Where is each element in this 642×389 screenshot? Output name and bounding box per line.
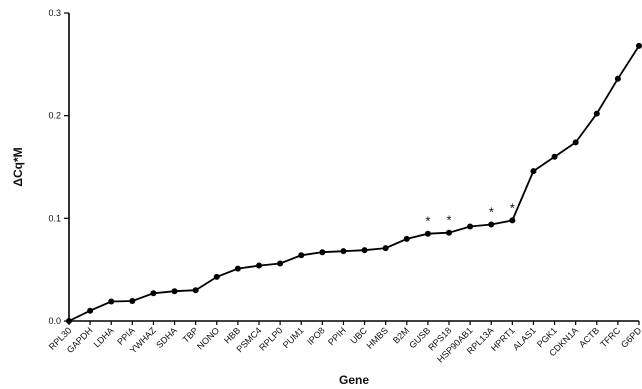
data-point xyxy=(87,307,94,314)
data-point xyxy=(129,297,136,304)
data-point xyxy=(277,260,284,267)
significance-star: * xyxy=(446,213,451,228)
x-axis-title: Gene xyxy=(339,373,369,387)
x-tick-label: LDHA xyxy=(92,325,116,349)
y-axis-ticks: 0.0 0.1 0.2 0.3 xyxy=(48,8,69,326)
data-point xyxy=(530,168,537,175)
x-tick-label: RPLP0 xyxy=(257,325,284,352)
data-point xyxy=(382,245,389,252)
series-line xyxy=(68,45,640,322)
x-tick-label: ALAS1 xyxy=(511,325,538,352)
data-point xyxy=(108,298,115,305)
data-point xyxy=(614,75,621,82)
significance-star: * xyxy=(489,204,494,219)
x-tick-label: ACTB xyxy=(577,325,601,349)
significance-star: * xyxy=(510,200,515,215)
data-point xyxy=(593,110,600,117)
data-point xyxy=(424,230,431,237)
data-point xyxy=(319,249,326,256)
x-tick-label: SDHA xyxy=(154,325,179,350)
data-point xyxy=(572,139,579,146)
data-point xyxy=(446,229,452,236)
y-tick-label: 0.2 xyxy=(48,111,61,121)
x-tick-label: NONO xyxy=(195,325,221,351)
data-point xyxy=(361,247,368,254)
x-tick-label: PPIH xyxy=(326,325,348,347)
data-point xyxy=(551,153,558,160)
y-tick-label: 0.3 xyxy=(48,8,61,18)
data-point xyxy=(213,273,220,280)
data-point xyxy=(66,318,72,324)
data-point xyxy=(192,287,199,294)
x-tick-label: PUM1 xyxy=(281,325,306,350)
data-point xyxy=(340,248,347,255)
x-tick-label: IPO8 xyxy=(305,325,327,347)
data-point xyxy=(467,223,474,230)
data-point xyxy=(256,262,262,269)
data-points xyxy=(66,42,642,324)
data-point xyxy=(636,42,642,49)
y-axis-title: ΔCq*M xyxy=(11,147,25,186)
significance-star: * xyxy=(425,214,430,229)
data-point xyxy=(234,265,241,272)
x-tick-label: HMBS xyxy=(365,325,390,350)
y-tick-label: 0.1 xyxy=(48,213,61,223)
data-point xyxy=(509,217,516,224)
data-point xyxy=(403,235,410,242)
data-point xyxy=(298,252,305,259)
x-tick-label: TFRC xyxy=(598,325,622,349)
data-point xyxy=(150,290,157,297)
data-point xyxy=(171,288,178,295)
significance-markers: * * * * xyxy=(425,200,515,228)
x-tick-label: G6PD xyxy=(619,325,642,350)
y-tick-label: 0.0 xyxy=(48,316,61,326)
axes xyxy=(68,13,639,322)
data-point xyxy=(488,221,495,228)
x-tick-label: HPRT1 xyxy=(489,325,517,353)
